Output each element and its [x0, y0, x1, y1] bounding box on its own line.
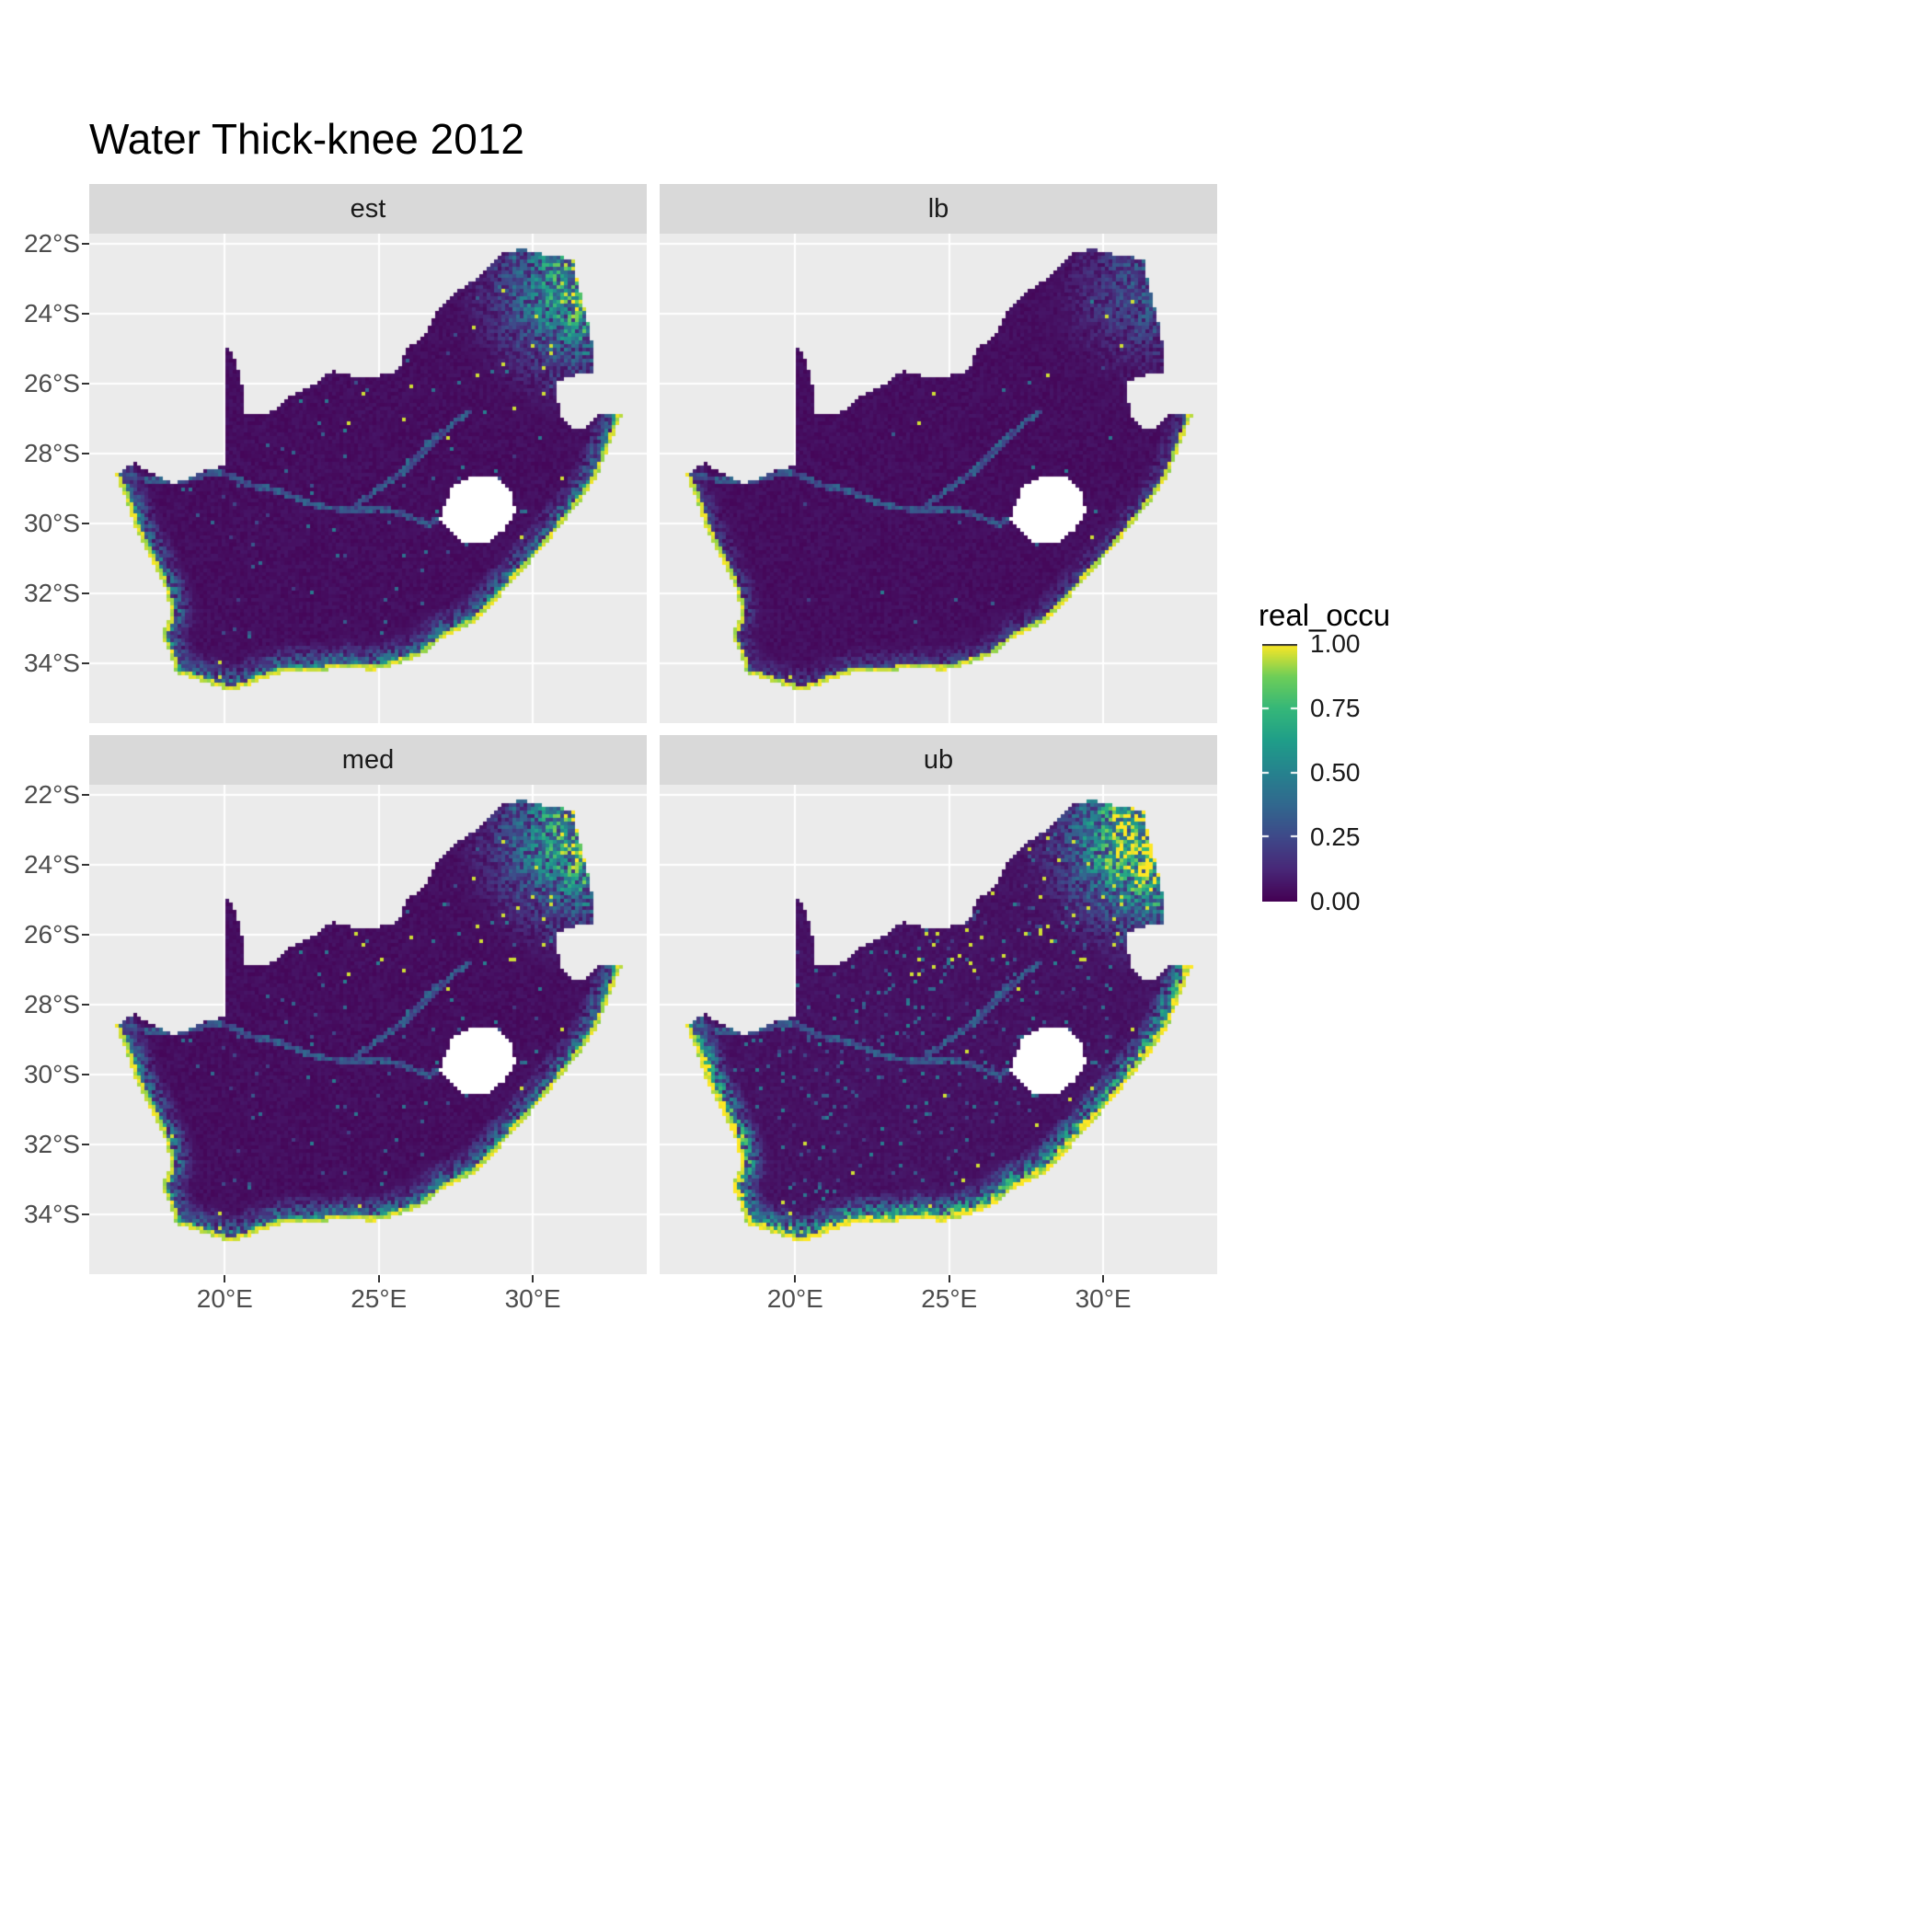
y-tick-mark [82, 1213, 89, 1216]
y-tick-mark [82, 1004, 89, 1006]
y-tick-mark [82, 453, 89, 455]
y-tick-mark [82, 934, 89, 937]
y-tick-mark [82, 1144, 89, 1146]
y-tick-label: 24°S [23, 299, 80, 328]
y-tick-label: 22°S [23, 229, 80, 259]
y-tick-mark [82, 243, 89, 246]
x-tick-mark [1102, 1275, 1105, 1282]
y-tick-label: 30°S [23, 1060, 80, 1089]
y-tick-mark [82, 592, 89, 595]
x-tick-mark [532, 1275, 535, 1282]
legend-break-label: 1.00 [1310, 629, 1361, 658]
y-tick-mark [82, 1074, 89, 1076]
y-tick-mark [82, 313, 89, 316]
map-panel-lb [660, 234, 1217, 723]
y-tick-mark [82, 662, 89, 665]
x-tick-label: 20°E [766, 1284, 823, 1313]
x-tick-mark [794, 1275, 797, 1282]
x-tick-label: 30°E [1075, 1284, 1132, 1313]
facet-strip-label: est [350, 193, 386, 224]
y-tick-label: 26°S [23, 369, 80, 398]
x-tick-mark [224, 1275, 226, 1282]
y-tick-label: 32°S [23, 579, 80, 608]
facet-strip-label: med [341, 744, 395, 775]
map-panel-est [89, 234, 647, 723]
x-tick-label: 25°E [351, 1284, 408, 1313]
legend-break-label: 0.50 [1310, 758, 1361, 787]
y-tick-label: 28°S [23, 990, 80, 1019]
x-tick-mark [948, 1275, 950, 1282]
plot-title: Water Thick-knee 2012 [89, 115, 525, 163]
map-panel-med [89, 785, 647, 1274]
facet-strip-label: ub [923, 744, 954, 775]
y-tick-mark [82, 794, 89, 797]
y-tick-label: 32°S [23, 1130, 80, 1159]
facet-strip-ub: ub [660, 735, 1217, 785]
legend-title: real_occu [1259, 598, 1391, 632]
map-panel-ub [660, 785, 1217, 1274]
facet-strip-est: est [89, 184, 647, 234]
facet-strip-med: med [89, 735, 647, 785]
y-tick-label: 30°S [23, 509, 80, 538]
facet-strip-lb: lb [660, 184, 1217, 234]
y-tick-mark [82, 864, 89, 867]
y-tick-label: 34°S [23, 649, 80, 678]
x-tick-label: 25°E [921, 1284, 978, 1313]
y-tick-mark [82, 383, 89, 385]
legend-break-label: 0.00 [1310, 887, 1361, 915]
x-tick-label: 20°E [196, 1284, 253, 1313]
facet-strip-label: lb [927, 193, 949, 224]
y-tick-label: 34°S [23, 1200, 80, 1229]
y-tick-label: 28°S [23, 439, 80, 468]
legend-break-label: 0.75 [1310, 694, 1361, 722]
x-tick-label: 30°E [504, 1284, 561, 1313]
y-tick-label: 26°S [23, 920, 80, 949]
x-tick-mark [377, 1275, 380, 1282]
y-tick-label: 24°S [23, 850, 80, 880]
legend-break-label: 0.25 [1310, 822, 1361, 851]
y-tick-label: 22°S [23, 780, 80, 810]
legend-colorbar [1262, 644, 1297, 902]
y-tick-mark [82, 523, 89, 525]
